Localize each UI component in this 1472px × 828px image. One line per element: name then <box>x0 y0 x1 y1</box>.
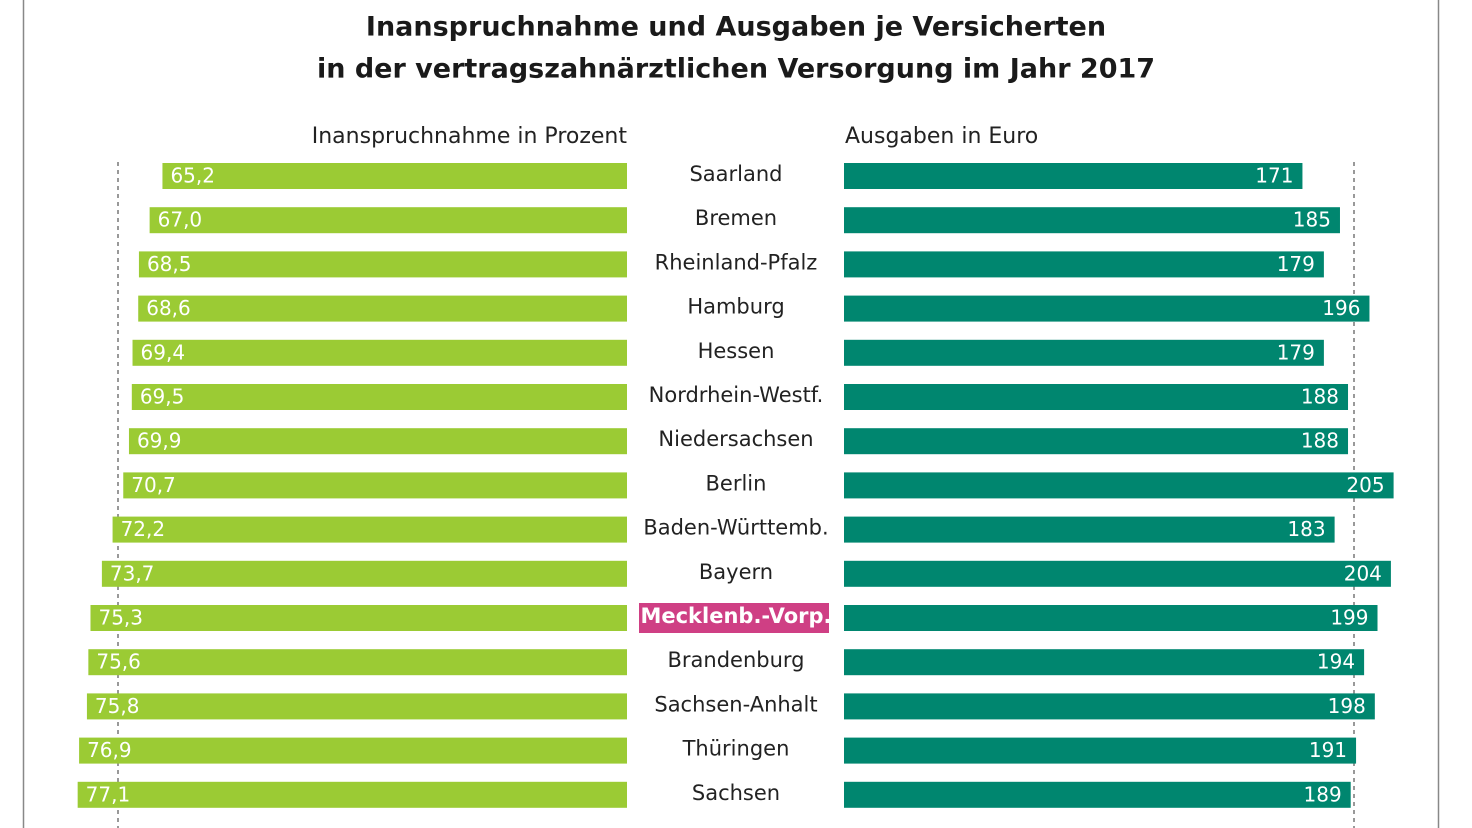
category-label: Berlin <box>706 471 767 495</box>
value-label: 68,6 <box>146 296 191 320</box>
bar <box>79 737 627 764</box>
category-label: Bayern <box>699 560 773 584</box>
bar <box>844 781 1351 808</box>
value-label: 188 <box>1301 429 1339 453</box>
value-label: 77,1 <box>86 782 131 806</box>
highlight-box <box>639 603 829 633</box>
category-label: Nordrhein-Westf. <box>649 383 824 407</box>
bar <box>149 207 627 234</box>
panel-title: Ausgaben in Euro <box>845 124 1038 149</box>
category-label: Sachsen <box>692 781 780 805</box>
category-label: Mecklenb.-Vorp. <box>640 604 831 628</box>
value-label: 179 <box>1277 252 1315 276</box>
value-label: 183 <box>1287 517 1325 541</box>
value-label: 189 <box>1304 782 1342 806</box>
value-label: 198 <box>1328 694 1366 718</box>
category-label: Saarland <box>689 162 782 186</box>
bar <box>844 693 1375 720</box>
bar <box>132 339 627 366</box>
bar <box>844 207 1340 234</box>
value-label: 76,9 <box>87 738 132 762</box>
bar <box>131 384 627 410</box>
value-label: 70,7 <box>131 473 176 497</box>
category-label: Baden-Württemb. <box>643 516 828 540</box>
bar <box>844 339 1324 366</box>
category-label: Brandenburg <box>667 648 804 672</box>
bar <box>844 251 1324 278</box>
value-label: 191 <box>1309 738 1347 762</box>
value-label: 69,4 <box>141 340 186 364</box>
value-label: 205 <box>1346 473 1384 497</box>
chart-title: Inanspruchnahme und Ausgaben je Versiche… <box>366 12 1106 43</box>
category-label: Thüringen <box>682 737 790 761</box>
value-label: 185 <box>1293 208 1331 232</box>
bar <box>162 163 627 189</box>
bar <box>101 560 627 587</box>
value-label: 196 <box>1322 296 1360 320</box>
bar <box>90 605 628 631</box>
value-label: 199 <box>1330 606 1368 630</box>
category-label: Hessen <box>698 339 775 363</box>
bar <box>844 737 1357 764</box>
bar <box>844 384 1349 410</box>
value-label: 73,7 <box>110 561 155 585</box>
bar <box>112 516 627 543</box>
value-label: 194 <box>1317 650 1355 674</box>
bar <box>844 516 1335 543</box>
bar <box>138 251 627 278</box>
value-label: 75,3 <box>98 606 143 630</box>
value-label: 68,5 <box>147 252 192 276</box>
value-label: 69,9 <box>137 429 182 453</box>
category-label: Sachsen-Anhalt <box>654 692 817 716</box>
bar <box>123 472 627 499</box>
bar <box>844 605 1378 631</box>
value-label: 67,0 <box>158 208 203 232</box>
category-label: Niedersachsen <box>658 427 813 451</box>
category-label: Bremen <box>695 206 777 230</box>
value-label: 188 <box>1301 385 1339 409</box>
bar <box>138 295 627 322</box>
bar <box>77 781 628 808</box>
bar <box>844 560 1391 587</box>
value-label: 179 <box>1277 340 1315 364</box>
bar <box>844 649 1365 676</box>
bar <box>86 693 628 720</box>
bar <box>88 649 628 676</box>
category-label: Rheinland-Pfalz <box>655 250 818 274</box>
value-label: 75,6 <box>96 650 141 674</box>
panel-title: Inanspruchnahme in Prozent <box>312 124 628 149</box>
chart-title: in der vertragszahnärztlichen Versorgung… <box>317 54 1155 85</box>
bar <box>844 428 1349 455</box>
category-label: Hamburg <box>687 295 784 319</box>
bar <box>844 163 1303 189</box>
value-label: 65,2 <box>170 164 215 188</box>
value-label: 75,8 <box>95 694 140 718</box>
value-label: 171 <box>1255 164 1293 188</box>
bar <box>844 472 1394 499</box>
bar <box>128 428 627 455</box>
bar <box>844 295 1370 322</box>
value-label: 69,5 <box>140 385 185 409</box>
value-label: 204 <box>1344 561 1382 585</box>
value-label: 72,2 <box>121 517 166 541</box>
